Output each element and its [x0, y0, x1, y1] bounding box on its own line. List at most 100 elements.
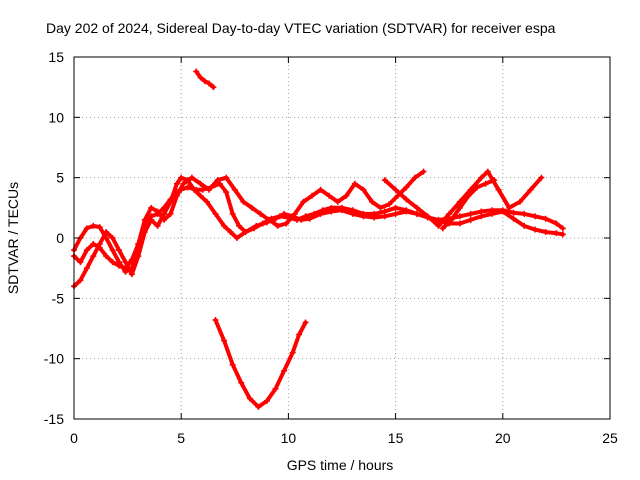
y-tick-label: 10: [48, 109, 64, 125]
data-point: [206, 80, 213, 87]
data-point: [300, 198, 307, 205]
data-point: [414, 210, 421, 217]
data-point: [122, 268, 129, 275]
data-point: [272, 385, 279, 392]
data-point: [154, 208, 161, 215]
data-point: [446, 210, 453, 217]
x-tick-label: 5: [177, 430, 185, 446]
data-point: [231, 186, 238, 193]
data-point: [255, 403, 262, 410]
grid-lines: [74, 57, 610, 419]
data-point: [360, 186, 367, 193]
data-point: [559, 225, 566, 232]
data-point: [414, 204, 421, 211]
data-point: [369, 198, 376, 205]
data-point: [257, 210, 264, 217]
data-point: [96, 224, 103, 231]
data-point: [435, 222, 442, 229]
data-point: [553, 230, 560, 237]
y-tick-label: 5: [56, 170, 64, 186]
data-point: [531, 213, 538, 220]
data-point: [240, 198, 247, 205]
data-point: [154, 222, 161, 229]
data-point: [439, 225, 446, 232]
data-point: [478, 174, 485, 181]
x-tick-label: 0: [70, 430, 78, 446]
data-point: [339, 207, 345, 214]
data-point: [377, 204, 384, 211]
data-point: [495, 186, 502, 193]
data-point: [506, 204, 513, 211]
data-point: [381, 177, 388, 184]
data-point: [542, 228, 549, 235]
data-point: [161, 216, 168, 223]
data-point: [510, 215, 517, 222]
data-point: [227, 228, 234, 235]
data-point: [128, 271, 135, 278]
series-band: [72, 169, 426, 274]
data-point: [109, 247, 116, 254]
data-point: [456, 204, 463, 211]
data-point: [263, 397, 270, 404]
data-point: [83, 265, 90, 272]
data-point: [90, 222, 97, 229]
data-point: [538, 174, 545, 181]
data-point: [109, 259, 116, 266]
data-point: [167, 210, 174, 217]
data-point: [212, 210, 219, 217]
data-point: [216, 180, 223, 187]
data-point: [386, 201, 393, 208]
y-tick-label: 0: [56, 230, 64, 246]
data-point: [317, 186, 324, 193]
data-point: [221, 222, 228, 229]
data-point: [326, 192, 333, 199]
data-point: [467, 216, 474, 223]
data-point: [371, 214, 378, 221]
data-point: [223, 174, 230, 181]
data-point: [403, 208, 410, 215]
data-point: [90, 253, 97, 260]
data-point: [381, 213, 388, 220]
data-point: [77, 259, 84, 266]
data-point: [122, 259, 129, 266]
data-point: [253, 222, 260, 229]
chart-title: Day 202 of 2024, Sidereal Day-to-day VTE…: [46, 20, 556, 36]
data-point: [83, 247, 90, 254]
data-point: [242, 228, 249, 235]
data-point: [291, 210, 298, 217]
data-point: [233, 235, 240, 241]
series-track-5: [439, 177, 498, 232]
data-point: [296, 331, 303, 338]
data-point: [109, 235, 116, 241]
y-axis-label: SDTVAR / TECUs: [5, 182, 21, 294]
data-point: [559, 231, 566, 238]
data-point: [223, 189, 230, 196]
data-point: [197, 180, 204, 187]
data-point: [141, 216, 148, 223]
data-point: [77, 277, 84, 284]
data-point: [197, 74, 204, 81]
data-point: [206, 186, 213, 193]
data-point: [178, 174, 185, 181]
data-point: [116, 247, 123, 254]
data-point: [467, 210, 474, 217]
series-track-7: [193, 68, 217, 91]
y-tick-label: -5: [52, 290, 65, 306]
data-point: [392, 210, 399, 217]
data-point: [349, 210, 356, 217]
data-point: [248, 204, 255, 211]
data-point: [542, 215, 549, 222]
data-point: [246, 395, 253, 402]
data-point: [484, 168, 491, 175]
data-point: [298, 216, 305, 223]
data-point: [553, 220, 560, 227]
data-point: [281, 210, 288, 217]
data-point: [491, 177, 498, 184]
data-point: [474, 184, 481, 191]
series-band: [382, 169, 544, 228]
data-point: [403, 184, 410, 191]
data-point: [499, 208, 506, 215]
data-point: [188, 174, 195, 181]
x-tick-label: 15: [388, 430, 404, 446]
